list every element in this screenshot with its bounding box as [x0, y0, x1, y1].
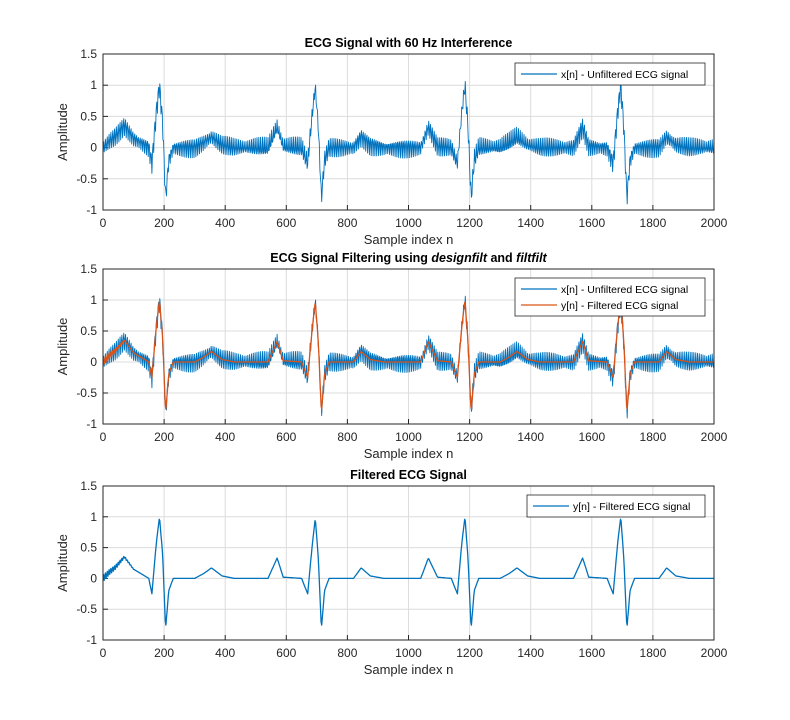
x-tick-label: 1600 — [578, 430, 605, 444]
x-tick-label: 1800 — [640, 216, 667, 230]
x-tick-label: 200 — [154, 216, 174, 230]
legend-box — [514, 277, 706, 317]
y-tick-label: 1 — [90, 510, 97, 524]
x-tick-label: 0 — [100, 646, 107, 660]
series-line-2 — [103, 301, 714, 410]
x-axis-label: Sample index n — [364, 232, 454, 247]
x-tick-label: 600 — [276, 646, 296, 660]
x-tick-label: 1800 — [640, 646, 667, 660]
series-line-1 — [103, 518, 714, 626]
series-group — [103, 295, 714, 419]
y-tick-label: -1 — [86, 203, 97, 217]
axes-frame — [102, 53, 715, 211]
y-tick-label: 0.5 — [80, 541, 97, 555]
y-tick-label: 0.5 — [80, 324, 97, 338]
series-line-1 — [103, 80, 714, 205]
chart-title: Filtered ECG Signal — [350, 468, 467, 482]
y-tick-label: 1 — [90, 78, 97, 92]
legend-box — [526, 494, 706, 518]
x-tick-label: 1000 — [395, 430, 422, 444]
x-axis-label: Sample index n — [364, 662, 454, 677]
axes-frame — [102, 485, 715, 641]
y-tick-label: -0.5 — [76, 386, 97, 400]
y-tick-label: -1 — [86, 633, 97, 647]
y-tick-label: -0.5 — [76, 172, 97, 186]
y-tick-label: -1 — [86, 417, 97, 431]
x-axis-label: Sample index n — [364, 446, 454, 461]
x-tick-label: 400 — [215, 216, 235, 230]
x-tick-label: 600 — [276, 216, 296, 230]
x-tick-label: 1600 — [578, 646, 605, 660]
legend-entry-1: y[n] - Filtered ECG signal — [573, 501, 690, 513]
x-tick-label: 2000 — [701, 646, 728, 660]
x-tick-label: 200 — [154, 430, 174, 444]
y-tick-label: 0 — [90, 355, 97, 369]
y-axis-label: Amplitude — [55, 103, 70, 161]
x-tick-label: 0 — [100, 216, 107, 230]
chart-panel-3: 0 200 400 600 800 1000 1200 1400 1600 1800 2000 -1 -… — [55, 468, 728, 677]
y-tick-label: 1.5 — [80, 479, 97, 493]
chart-panel-2: 0 200 400 600 800 1000 1200 1400 1600 1800 2000 -1 -… — [55, 251, 728, 461]
y-tick-label: 1.5 — [80, 47, 97, 61]
x-tick-label: 200 — [154, 646, 174, 660]
legend-box — [514, 62, 706, 86]
legend: x[n] - Unfiltered ECG signal y[n] - Filte… — [514, 277, 706, 317]
x-tick-label: 2000 — [701, 216, 728, 230]
chart-title: ECG Signal with 60 Hz Interference — [305, 36, 513, 50]
legend-entry-1: x[n] - Unfiltered ECG signal — [561, 69, 688, 81]
axes-frame — [102, 268, 715, 425]
x-tick-label: 1000 — [395, 216, 422, 230]
x-tick-label: 1200 — [456, 646, 483, 660]
x-tick-label: 800 — [337, 646, 357, 660]
x-tick-label: 600 — [276, 430, 296, 444]
y-axis-label: Amplitude — [55, 318, 70, 376]
x-tick-label: 1800 — [640, 430, 667, 444]
chart-title: ECG Signal Filtering using designfilt an… — [270, 251, 547, 265]
x-tick-label: 1200 — [456, 216, 483, 230]
x-tick-label: 1200 — [456, 430, 483, 444]
x-tick-label: 1000 — [395, 646, 422, 660]
legend: y[n] - Filtered ECG signal — [526, 494, 706, 518]
x-tick-label: 800 — [337, 430, 357, 444]
legend: x[n] - Unfiltered ECG signal — [514, 62, 706, 86]
x-tick-label: 400 — [215, 430, 235, 444]
chart-title-part: designfilt — [431, 251, 487, 265]
series-group — [103, 518, 714, 626]
x-tick-label: 1400 — [517, 646, 544, 660]
chart-title-part: filtfilt — [516, 251, 547, 265]
y-tick-label: 0 — [90, 571, 97, 585]
x-tick-label: 1600 — [578, 216, 605, 230]
y-tick-label: 1 — [90, 293, 97, 307]
y-tick-label: 1.5 — [80, 262, 97, 276]
legend-entry-1: x[n] - Unfiltered ECG signal — [561, 284, 688, 296]
y-axis-label: Amplitude — [55, 534, 70, 592]
x-tick-label: 400 — [215, 646, 235, 660]
x-tick-label: 1400 — [517, 216, 544, 230]
x-tick-label: 2000 — [701, 430, 728, 444]
x-tick-label: 800 — [337, 216, 357, 230]
series-group — [103, 80, 714, 205]
chart-title-part: and — [487, 251, 516, 265]
x-tick-label: 0 — [100, 430, 107, 444]
legend-entry-2: y[n] - Filtered ECG signal — [561, 300, 678, 312]
chart-panel-1: 0 200 400 600 800 1000 1200 1400 1600 1800 2000 -1 -… — [55, 36, 728, 247]
y-tick-label: -0.5 — [76, 602, 97, 616]
y-tick-label: 0.5 — [80, 109, 97, 123]
chart-title-part: ECG Signal Filtering using — [270, 251, 431, 265]
x-tick-label: 1400 — [517, 430, 544, 444]
y-tick-label: 0 — [90, 141, 97, 155]
